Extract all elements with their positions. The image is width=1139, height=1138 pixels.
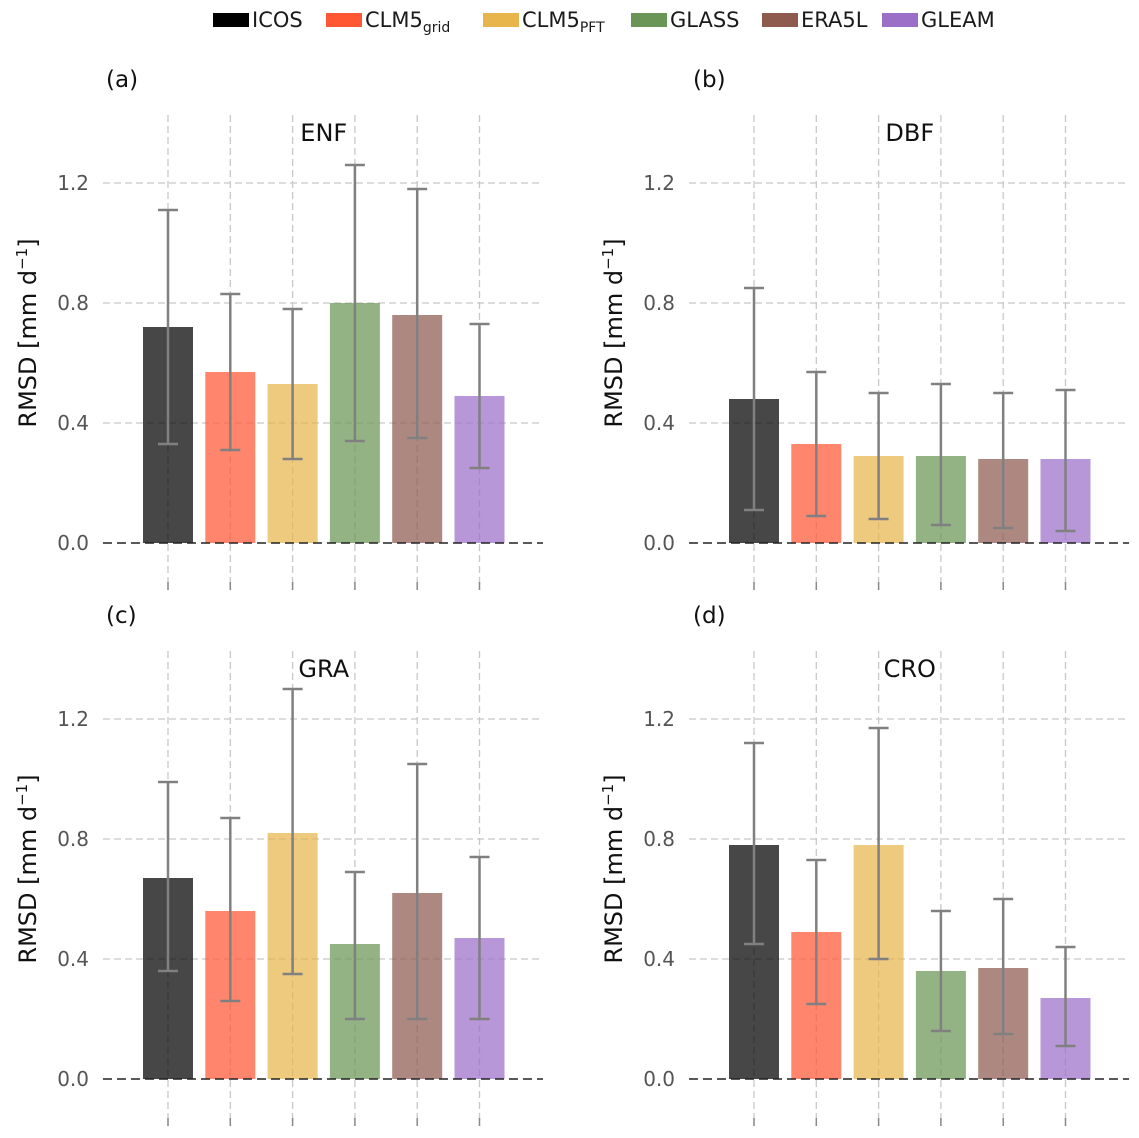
legend-swatch [631, 13, 667, 27]
legend-label-subscript: grid [423, 20, 450, 36]
y-axis-label-main: RMSD [mm d [600, 270, 628, 428]
error-bar [868, 391, 889, 521]
y-tick-label: 1.2 [643, 171, 675, 195]
y-axis-label: RMSD [mm d−1] [13, 238, 42, 427]
y-tick-label: 0.8 [57, 291, 89, 315]
y-axis-label-superscript: −1 [599, 248, 617, 270]
error-bar [220, 816, 241, 1003]
y-tick-label: 0.4 [643, 411, 675, 435]
legend-entry: GLASS [631, 8, 739, 32]
panel-title: CRO [884, 655, 936, 683]
y-tick-label: 0.0 [643, 531, 675, 555]
y-tick-label: 0.4 [57, 411, 89, 435]
legend-swatch [483, 13, 519, 27]
legend-label: GLEAM [921, 8, 995, 32]
y-tick-label: 0.8 [643, 827, 675, 851]
legend-label: CLM5PFT [522, 8, 605, 36]
error-bar [407, 187, 428, 440]
error-bar [744, 741, 764, 946]
y-tick-label: 0.8 [643, 291, 675, 315]
legend-entry: CLM5PFT [483, 8, 605, 36]
y-tick-label: 1.2 [57, 171, 89, 195]
error-bar [993, 391, 1014, 530]
panel-title: ENF [300, 119, 347, 147]
y-axis-label-main: RMSD [mm d [14, 270, 42, 428]
error-bar [806, 370, 827, 518]
y-axis-label: RMSD [mm d−1] [599, 774, 628, 963]
panel-label: (a) [106, 67, 138, 93]
error-bar [220, 292, 241, 452]
panel-enf: 0.0 0.4 0.8 1.2 (a) ENF RMSD [mm d−1] [13, 67, 543, 590]
error-bar [1055, 945, 1076, 1048]
legend-label: GLASS [670, 8, 739, 32]
y-axis-label-bracket: ] [600, 774, 628, 783]
y-axis-label: RMSD [mm d−1] [13, 774, 42, 963]
legend-label: ERA5L [801, 8, 868, 32]
y-tick-label: 0.0 [643, 1067, 675, 1091]
error-bar [469, 322, 490, 470]
y-axis-label-superscript: −1 [13, 784, 31, 806]
y-tick-label: 1.2 [643, 707, 675, 731]
error-bar [930, 382, 951, 527]
legend-swatch [762, 13, 798, 27]
error-bar [1055, 388, 1076, 533]
y-axis-label-superscript: −1 [599, 784, 617, 806]
error-bar [158, 780, 178, 973]
error-bar [158, 208, 178, 446]
y-tick-label: 1.2 [57, 707, 89, 731]
legend-entry: GLEAM [882, 8, 995, 32]
legend-entry: ICOS [213, 8, 303, 32]
error-bar [344, 870, 365, 1021]
y-axis-label-bracket: ] [14, 774, 42, 783]
error-bar [930, 909, 951, 1033]
y-tick-label: 0.4 [643, 947, 675, 971]
y-tick-label: 0.8 [57, 827, 89, 851]
panel-gra: 0.0 0.4 0.8 1.2 (c) GRA RMSD [mm d−1] [13, 603, 543, 1126]
panel-label: (d) [693, 603, 726, 629]
legend-label: ICOS [252, 8, 303, 32]
legend: ICOS CLM5grid CLM5PFT GLASS ERA5L GLEAM [213, 8, 995, 36]
legend-swatch [882, 13, 918, 27]
panel-dbf: 0.0 0.4 0.8 1.2 (b) DBF RMSD [mm d−1] [599, 67, 1129, 590]
legend-swatch [326, 13, 362, 27]
error-bar [744, 286, 764, 512]
error-bar [282, 307, 303, 461]
panel-title: DBF [885, 119, 934, 147]
y-axis-label-bracket: ] [600, 238, 628, 247]
error-bar [993, 897, 1014, 1036]
legend-label: CLM5grid [365, 8, 450, 36]
y-axis-label-superscript: −1 [13, 248, 31, 270]
error-bar [407, 762, 428, 1021]
error-bar [282, 687, 303, 976]
panel-cro: 0.0 0.4 0.8 1.2 (d) CRO RMSD [mm d−1] [599, 603, 1129, 1126]
y-axis-label-main: RMSD [mm d [600, 806, 628, 964]
legend-label-subscript: PFT [580, 20, 605, 36]
y-axis-label: RMSD [mm d−1] [599, 238, 628, 427]
error-bar [469, 855, 490, 1021]
error-bar [806, 858, 827, 1006]
panel-label: (b) [693, 67, 726, 93]
y-tick-label: 0.0 [57, 1067, 89, 1091]
panel-label: (c) [106, 603, 137, 629]
y-axis-label-main: RMSD [mm d [14, 806, 42, 964]
y-tick-label: 0.4 [57, 947, 89, 971]
y-axis-label-bracket: ] [14, 238, 42, 247]
legend-entry: CLM5grid [326, 8, 450, 36]
error-bar [868, 726, 889, 961]
legend-entry: ERA5L [762, 8, 868, 32]
error-bar [344, 163, 365, 443]
legend-swatch [213, 13, 249, 27]
panel-title: GRA [298, 655, 349, 683]
y-tick-label: 0.0 [57, 531, 89, 555]
